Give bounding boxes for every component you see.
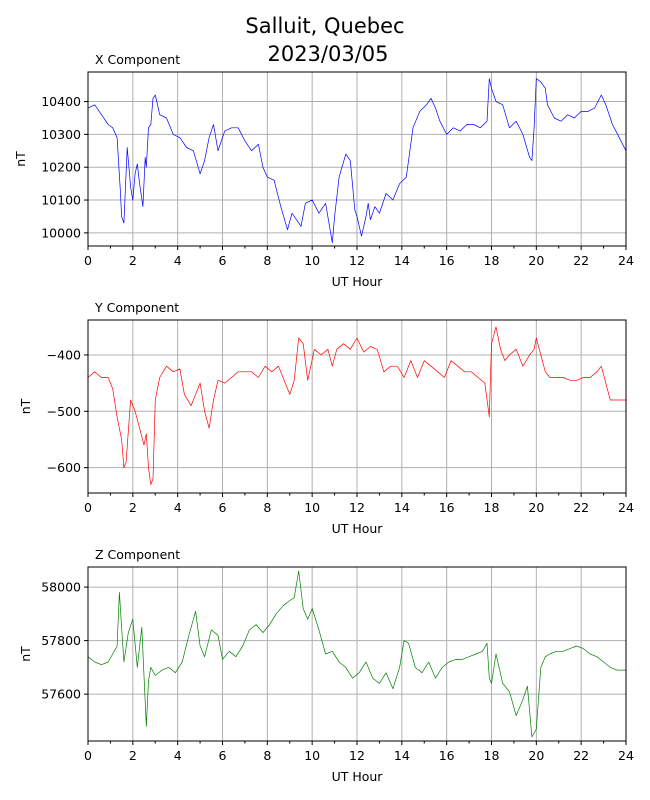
y-xtick-label: 14 — [394, 500, 410, 515]
y-xaxis-label: UT Hour — [332, 521, 384, 536]
x-xtick-label: 20 — [528, 253, 544, 268]
y-xtick-label: 0 — [84, 500, 92, 515]
x-ytick-label: 10100 — [41, 193, 81, 208]
y-panel-title: Y Component — [94, 300, 179, 315]
z-ytick-label: 58000 — [41, 580, 81, 595]
y-ytick-label: −400 — [47, 347, 81, 362]
x-xtick-label: 18 — [484, 253, 500, 268]
figure-title-line2: 2023/03/05 — [267, 42, 388, 66]
x-xtick-label: 24 — [618, 253, 634, 268]
z-xaxis-label: UT Hour — [332, 769, 384, 784]
z-xtick-label: 8 — [263, 748, 271, 763]
x-ytick-label: 10200 — [41, 160, 81, 175]
z-xtick-label: 10 — [304, 748, 320, 763]
z-ytick-label: 57600 — [41, 687, 81, 702]
x-component-panel: 0 2 4 6 8 10 12 14 16 18 20 22 241000010100102001030… — [13, 52, 634, 289]
y-ytick-label: −600 — [47, 460, 81, 475]
y-xtick-label: 2 — [129, 500, 137, 515]
x-xtick-label: 2 — [129, 253, 137, 268]
x-xtick-label: 0 — [84, 253, 92, 268]
z-xtick-label: 14 — [394, 748, 410, 763]
x-xtick-label: 16 — [439, 253, 455, 268]
y-xtick-label: 8 — [263, 500, 271, 515]
x-xtick-label: 12 — [349, 253, 365, 268]
z-ytick-label: 57800 — [41, 633, 81, 648]
y-series-line — [87, 326, 626, 485]
x-yaxis-label: nT — [13, 151, 28, 167]
x-ytick-label: 10000 — [41, 225, 81, 240]
z-xtick-label: 22 — [573, 748, 589, 763]
y-ytick-label: −500 — [47, 404, 81, 419]
z-series-line — [87, 570, 626, 738]
y-yaxis-label: nT — [18, 398, 33, 414]
z-xtick-label: 6 — [219, 748, 227, 763]
z-xtick-label: 16 — [439, 748, 455, 763]
z-xtick-label: 0 — [84, 748, 92, 763]
x-xtick-label: 14 — [394, 253, 410, 268]
z-xtick-label: 24 — [618, 748, 634, 763]
y-xtick-label: 20 — [528, 500, 544, 515]
x-panel-title: X Component — [95, 52, 180, 67]
y-xtick-label: 12 — [349, 500, 365, 515]
y-xtick-label: 4 — [174, 500, 182, 515]
x-ytick-label: 10300 — [41, 127, 81, 142]
z-xtick-label: 2 — [129, 748, 137, 763]
y-xtick-label: 6 — [219, 500, 227, 515]
z-xtick-label: 12 — [349, 748, 365, 763]
z-yaxis-label: nT — [18, 646, 33, 662]
y-xtick-label: 24 — [618, 500, 634, 515]
x-xtick-label: 8 — [263, 253, 271, 268]
z-panel-title: Z Component — [95, 547, 180, 562]
y-xtick-label: 22 — [573, 500, 589, 515]
y-xtick-label: 10 — [304, 500, 320, 515]
z-xtick-label: 4 — [174, 748, 182, 763]
figure-title-line1: Salluit, Quebec — [245, 14, 404, 38]
y-xtick-label: 16 — [439, 500, 455, 515]
x-series-line — [87, 78, 627, 244]
x-xtick-label: 22 — [573, 253, 589, 268]
x-ytick-label: 10400 — [41, 94, 81, 109]
x-xaxis-label: UT Hour — [332, 274, 384, 289]
x-xtick-label: 6 — [219, 253, 227, 268]
z-xtick-label: 18 — [484, 748, 500, 763]
x-xtick-label: 10 — [304, 253, 320, 268]
z-xtick-label: 20 — [528, 748, 544, 763]
x-xtick-label: 4 — [174, 253, 182, 268]
y-xtick-label: 18 — [484, 500, 500, 515]
